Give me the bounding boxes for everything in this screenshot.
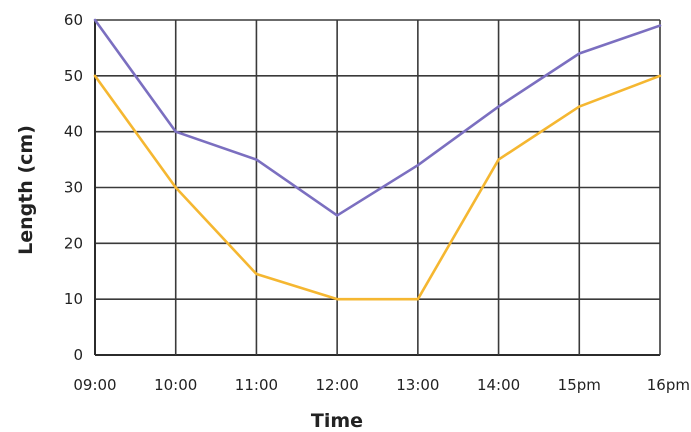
- series-line-2: [93, 74, 662, 301]
- y-tick-label: 30: [64, 179, 83, 197]
- x-tick-label: 14:00: [477, 376, 520, 394]
- y-tick-label: 50: [64, 67, 83, 85]
- y-axis-title: Length (cm): [15, 125, 37, 255]
- x-tick-label: 10:00: [154, 376, 197, 394]
- y-tick-label: 0: [73, 346, 83, 364]
- x-tick-label: 09:00: [73, 376, 116, 394]
- x-tick-label: 15pm: [558, 376, 601, 394]
- y-axis-ticks: 0 10 20 30 40 50 60: [64, 11, 83, 364]
- x-axis-ticks: 09:00 10:00 11:00 12:00 13:00 14:00 15pm 16pm: [73, 376, 690, 394]
- x-tick-label: 16pm: [647, 376, 690, 394]
- series-line-1: [93, 18, 662, 217]
- y-tick-label: 10: [64, 290, 83, 308]
- x-axis-title: Time: [311, 410, 363, 432]
- y-tick-label: 40: [64, 123, 83, 141]
- x-tick-label: 13:00: [396, 376, 439, 394]
- grid: [94, 19, 661, 356]
- x-tick-label: 11:00: [235, 376, 278, 394]
- y-tick-label: 20: [64, 234, 83, 252]
- x-tick-label: 12:00: [316, 376, 359, 394]
- series-lines: [93, 18, 662, 301]
- y-tick-label: 60: [64, 11, 83, 29]
